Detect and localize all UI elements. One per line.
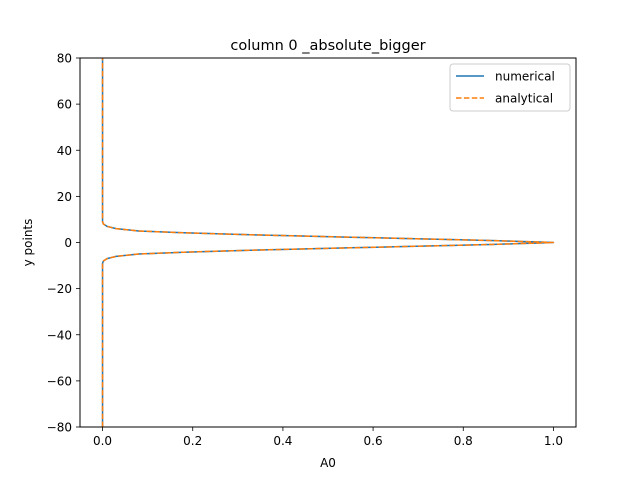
- legend-label-analytical: analytical: [495, 92, 553, 106]
- x-tick-label: 0.2: [183, 434, 202, 448]
- chart-title: column 0 _absolute_bigger: [230, 38, 425, 54]
- y-tick-label: −20: [47, 282, 72, 296]
- x-tick-label: 0.8: [454, 434, 473, 448]
- y-axis-label: y points: [21, 219, 35, 267]
- axes-frame: [79, 57, 577, 428]
- y-tick-label: −60: [47, 374, 72, 388]
- series-line-analytical: [101, 58, 555, 427]
- x-tick-label: 0.4: [273, 434, 292, 448]
- y-tick-label: −80: [47, 421, 72, 435]
- y-tick-label: 60: [57, 98, 72, 112]
- x-tick-label: 0.6: [364, 434, 383, 448]
- y-tick-label: 80: [57, 52, 72, 66]
- series-layer: [101, 58, 555, 427]
- y-tick-label: 0: [64, 236, 72, 250]
- legend: numerical analytical: [449, 63, 571, 112]
- plot-area: [79, 57, 577, 428]
- x-tick-label: 0.0: [93, 434, 112, 448]
- legend-label-numerical: numerical: [495, 70, 555, 84]
- x-axis-ticks: 0.0 0.2 0.4 0.6 0.8 1.0: [93, 427, 563, 448]
- y-tick-label: 40: [57, 144, 72, 158]
- y-tick-label: −40: [47, 328, 72, 342]
- x-tick-label: 1.0: [544, 434, 563, 448]
- y-axis-ticks: −80 −60 −40 −20 0 20 40 60 80: [47, 52, 80, 435]
- series-line-numerical: [101, 58, 555, 427]
- y-tick-label: 20: [57, 190, 72, 204]
- x-axis-label: A0: [320, 456, 336, 470]
